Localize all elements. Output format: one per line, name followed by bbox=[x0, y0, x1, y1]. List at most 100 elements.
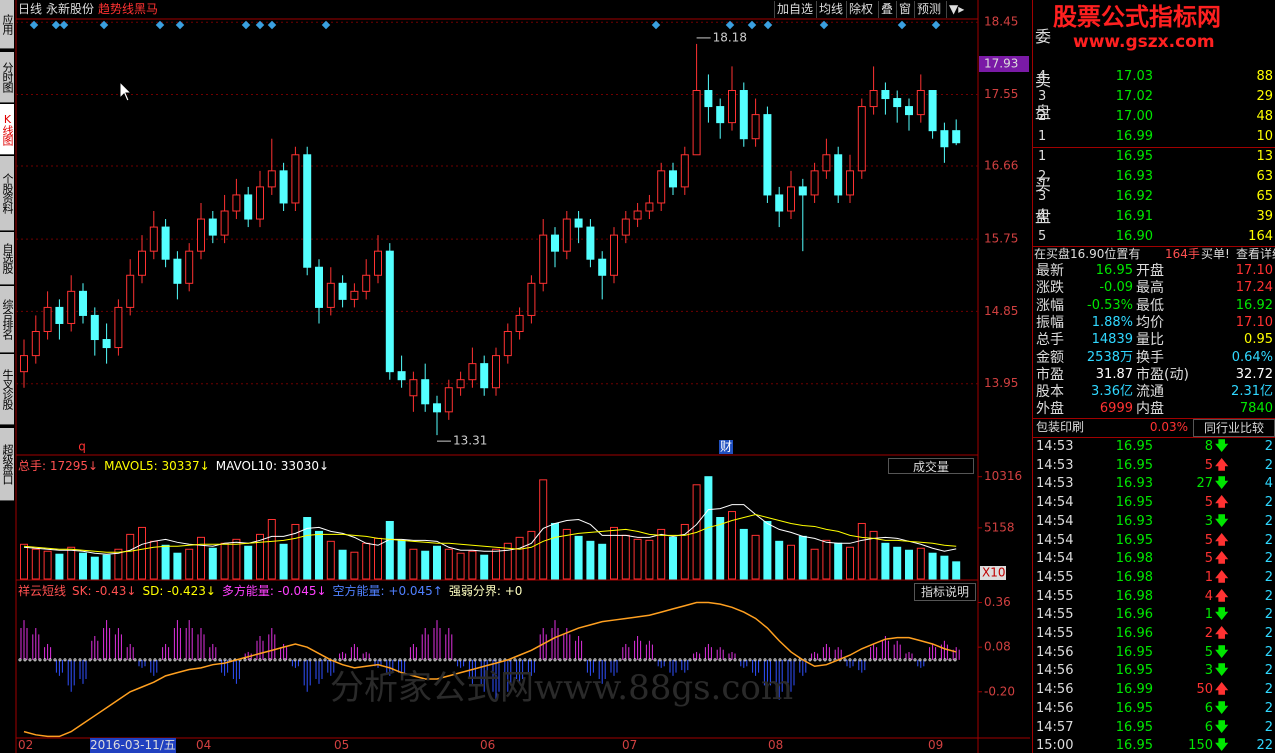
volume-bar bbox=[362, 542, 371, 580]
candle-body bbox=[421, 379, 430, 405]
volume-bar bbox=[279, 543, 288, 580]
y-tick-label: 0.36 bbox=[984, 595, 1011, 609]
signal-diamond bbox=[897, 20, 907, 30]
candle-body bbox=[456, 379, 465, 389]
candle-body bbox=[739, 90, 748, 140]
quote-key: 开盘 bbox=[1136, 263, 1164, 279]
candle-body bbox=[67, 290, 76, 324]
quote-key: 外盘 bbox=[1036, 401, 1064, 418]
book-level: 4 bbox=[1038, 69, 1047, 84]
tick-volume: 4 bbox=[1204, 588, 1213, 604]
sidebar-tab[interactable]: K线图 bbox=[0, 104, 14, 155]
tick-price: 16.96 bbox=[1115, 626, 1153, 641]
candle-body bbox=[232, 194, 241, 212]
candle-body bbox=[173, 258, 182, 284]
candle-body bbox=[149, 226, 158, 252]
candle-body bbox=[728, 90, 736, 124]
industry-name: 包装印刷 bbox=[1036, 420, 1085, 434]
volume-bar bbox=[326, 540, 335, 580]
toolbar-button[interactable]: 窗 bbox=[896, 1, 913, 18]
notice-text: 在买盘16.90位置有 bbox=[1034, 247, 1141, 261]
book-side-label: 盘 bbox=[1035, 103, 1052, 122]
volume-bar bbox=[244, 545, 253, 580]
candle-body bbox=[893, 98, 902, 108]
candle-body bbox=[598, 258, 607, 276]
volume-bar bbox=[881, 542, 890, 580]
candle-body bbox=[315, 266, 323, 308]
volume-bar bbox=[232, 538, 241, 580]
sidebar-tab[interactable]: 自选股 bbox=[0, 232, 14, 285]
candle-body bbox=[905, 106, 913, 116]
sidebar-tab[interactable]: 牛叉诊股 bbox=[0, 354, 14, 425]
toolbar-button[interactable]: 预测 bbox=[914, 1, 943, 18]
volume-readouts: 总手: 17295↓ MAVOL5: 30337↓ MAVOL10: 33030↓ bbox=[18, 457, 335, 476]
volume-bar bbox=[102, 554, 111, 580]
notice-text[interactable]: 查看详细 bbox=[1236, 247, 1275, 261]
candle-body bbox=[374, 250, 382, 276]
toolbar-button[interactable]: 加自选 bbox=[774, 1, 815, 18]
x-axis-label: 04 bbox=[196, 738, 212, 752]
sidebar-tab[interactable]: 应用 bbox=[0, 0, 14, 49]
volume-bar bbox=[739, 528, 748, 580]
toolbar-button[interactable]: 均线 bbox=[816, 1, 845, 18]
candle-body bbox=[916, 90, 925, 116]
volume-bar bbox=[385, 520, 394, 580]
quote-key: 金额 bbox=[1036, 349, 1064, 366]
readout: SD: -0.423↓ bbox=[142, 584, 216, 598]
cursor-price-box bbox=[979, 56, 1029, 73]
tick-volume: 5 bbox=[1204, 644, 1213, 660]
sidebar-tab[interactable]: 综合排名 bbox=[0, 286, 14, 353]
panel-dropdown[interactable]: 成交量 bbox=[888, 458, 974, 474]
x-axis-label: 08 bbox=[768, 738, 784, 752]
volume-bar bbox=[551, 522, 559, 580]
industry-button[interactable]: 同行业比较 bbox=[1193, 419, 1275, 437]
volume-bar bbox=[350, 551, 359, 580]
sidebar-tab[interactable]: 个股资料 bbox=[0, 156, 14, 231]
tick-direction: 🡅 bbox=[1215, 495, 1229, 511]
quote-key: 最高 bbox=[1136, 280, 1164, 297]
tick-price: 16.98 bbox=[1115, 569, 1153, 585]
tick-count: 2 bbox=[1264, 532, 1273, 548]
book-volume: 164 bbox=[1248, 229, 1273, 244]
candle-body bbox=[244, 194, 253, 220]
toolbar-dropdown[interactable]: ▼▸ bbox=[946, 1, 979, 18]
quote-key: 市盈(动) bbox=[1136, 366, 1189, 383]
toolbar-label[interactable]: 趋势线黑马 bbox=[98, 2, 159, 16]
notice-text: 买单! bbox=[1201, 247, 1230, 261]
toolbar-button[interactable]: 叠 bbox=[878, 1, 895, 18]
volume-bar bbox=[586, 540, 595, 580]
event-marker: q bbox=[78, 440, 86, 454]
volume-bar bbox=[834, 542, 843, 580]
volume-bar bbox=[31, 548, 40, 580]
candle-body bbox=[574, 218, 583, 228]
tick-count: 2 bbox=[1264, 551, 1273, 567]
tick-time: 14:55 bbox=[1036, 607, 1074, 623]
y-tick-label: 10316 bbox=[984, 469, 1022, 483]
indicator-button[interactable]: 指标说明 bbox=[914, 583, 976, 601]
volume-bar bbox=[728, 511, 736, 580]
tick-direction: 🡇 bbox=[1215, 644, 1229, 660]
tick-volume: 6 bbox=[1204, 719, 1213, 735]
volume-bar bbox=[515, 536, 524, 580]
y-tick-label: 14.85 bbox=[984, 304, 1018, 318]
volume-bar bbox=[20, 543, 28, 580]
candle-body bbox=[338, 282, 347, 300]
toolbar-button[interactable]: 除权 bbox=[846, 1, 875, 18]
volume-bar bbox=[409, 548, 418, 580]
marker-bg bbox=[719, 440, 733, 454]
book-price: 16.93 bbox=[1115, 169, 1153, 184]
candle-body bbox=[267, 170, 276, 188]
volume-bar bbox=[315, 530, 323, 580]
candle-body bbox=[822, 154, 831, 172]
candle-body bbox=[775, 194, 784, 212]
candle-body bbox=[539, 234, 548, 284]
quote-value: 2538万 bbox=[1086, 349, 1133, 365]
candle-body bbox=[503, 331, 512, 357]
extreme-label: 13.31 bbox=[453, 434, 487, 448]
tick-direction: 🡇 bbox=[1215, 738, 1229, 753]
sidebar-tab[interactable]: 分时图 bbox=[0, 52, 14, 103]
sidebar-tab[interactable]: 超级盘口 bbox=[0, 428, 14, 501]
tick-volume: 5 bbox=[1204, 532, 1213, 548]
quote-panel: 股票公式指标网 www.gszx.com 委卖盘买盘 4 17.03 88 3 17.02 29… bbox=[1032, 0, 1275, 753]
